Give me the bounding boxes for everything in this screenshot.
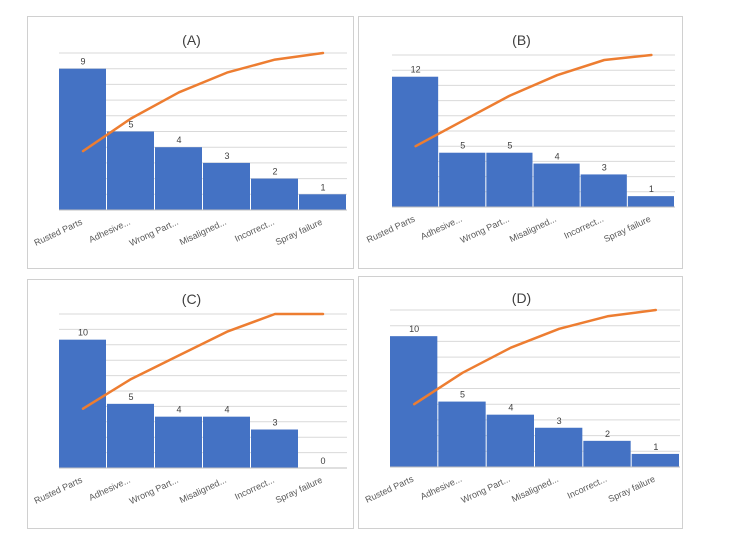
category-label-a-6: Spray failure [274, 217, 324, 247]
cumulative-line-a [81, 51, 325, 153]
chart-a: (A) 9 Rusted Parts 5 Adhesive... 4 Wrong Part.… [32, 32, 347, 248]
category-label-c-3: Wrong Part... [128, 475, 180, 506]
category-label-b-4: Misaligned... [508, 214, 558, 244]
category-label-c-2: Adhesive... [87, 475, 132, 503]
bar-a-3 [155, 147, 202, 210]
data-label-b-1: 12 [411, 65, 421, 75]
chart-panel-c: (C) 10 Rusted Parts 5 Adhesive... 4 Wrong Part… [27, 279, 354, 529]
bar-d-3 [486, 414, 534, 467]
category-label-b-6: Spray failure [602, 214, 652, 244]
data-label-c-2: 5 [128, 392, 133, 402]
cumulative-line-d [412, 308, 658, 406]
bar-c-4 [203, 416, 250, 468]
cumulative-line-c [81, 312, 325, 410]
bar-d-4 [535, 427, 583, 467]
data-label-b-6: 1 [649, 184, 654, 194]
bar-d-6 [631, 453, 679, 467]
data-label-b-4: 4 [555, 152, 560, 162]
category-label-d-3: Wrong Part... [460, 474, 512, 505]
data-label-c-4: 4 [224, 405, 229, 415]
category-label-a-3: Wrong Part... [128, 217, 180, 248]
category-label-d-2: Adhesive... [419, 474, 464, 502]
category-label-d-1: Rusted Parts [364, 474, 416, 505]
chart-title-c: (C) [182, 291, 201, 307]
data-label-b-2: 5 [460, 141, 465, 151]
bar-a-4 [203, 162, 250, 210]
chart-panel-a: (A) 9 Rusted Parts 5 Adhesive... 4 Wrong Part.… [27, 16, 354, 269]
category-label-b-2: Adhesive... [419, 214, 464, 242]
category-label-b-5: Incorrect... [562, 214, 605, 241]
category-label-d-5: Incorrect... [566, 474, 609, 501]
category-label-d-4: Misaligned... [510, 474, 560, 504]
chart-title-a: (A) [182, 32, 201, 48]
bar-b-4 [533, 163, 580, 207]
bar-d-5 [583, 440, 631, 467]
data-label-d-3: 4 [508, 403, 513, 413]
data-label-a-1: 9 [80, 57, 85, 67]
bar-b-6 [627, 196, 674, 207]
bar-a-6 [299, 194, 346, 210]
data-label-b-3: 5 [507, 141, 512, 151]
data-label-d-1: 10 [409, 324, 419, 334]
bar-c-1 [59, 339, 106, 468]
data-label-d-4: 3 [557, 416, 562, 426]
category-label-c-1: Rusted Parts [32, 475, 84, 506]
data-label-c-5: 3 [272, 418, 277, 428]
data-label-c-1: 10 [78, 328, 88, 338]
data-label-a-6: 1 [320, 182, 325, 192]
data-label-a-3: 4 [176, 135, 181, 145]
chart-d: (D) 10 Rusted Parts 5 Adhesive... 4 Wrong Part… [364, 290, 680, 505]
category-label-b-3: Wrong Part... [459, 214, 511, 245]
bar-b-3 [486, 152, 533, 207]
chart-title-b: (B) [512, 32, 531, 48]
chart-c: (C) 10 Rusted Parts 5 Adhesive... 4 Wrong Part… [32, 291, 347, 506]
bar-b-2 [439, 152, 486, 207]
data-label-d-6: 1 [653, 442, 658, 452]
bar-c-5 [251, 429, 298, 468]
cumulative-line-b [414, 53, 653, 148]
bar-d-2 [438, 401, 486, 467]
chart-panel-b: (B) 12 Rusted Parts 5 Adhesive... 5 Wrong Part… [358, 16, 683, 269]
chart-panel-d: (D) 10 Rusted Parts 5 Adhesive... 4 Wrong Part… [358, 276, 683, 529]
bar-a-5 [251, 178, 298, 210]
bar-c-2 [107, 403, 154, 468]
bar-c-3 [155, 416, 202, 468]
data-label-a-2: 5 [128, 120, 133, 130]
category-label-a-1: Rusted Parts [32, 217, 84, 248]
data-label-c-3: 4 [176, 405, 181, 415]
data-label-d-5: 2 [605, 429, 610, 439]
category-label-b-1: Rusted Parts [365, 214, 417, 245]
bar-b-5 [580, 174, 627, 207]
chart-title-d: (D) [512, 290, 531, 306]
category-label-a-2: Adhesive... [87, 217, 132, 245]
category-label-c-5: Incorrect... [233, 475, 276, 502]
data-label-b-5: 3 [602, 162, 607, 172]
category-label-c-4: Misaligned... [178, 475, 228, 505]
category-label-c-6: Spray failure [274, 475, 324, 505]
data-label-a-5: 2 [272, 167, 277, 177]
bar-b-1 [392, 76, 439, 207]
chart-b: (B) 12 Rusted Parts 5 Adhesive... 5 Wrong Part… [365, 32, 675, 245]
data-label-a-4: 3 [224, 151, 229, 161]
category-label-a-5: Incorrect... [233, 217, 276, 244]
data-label-c-6: 0 [320, 456, 325, 466]
category-label-d-6: Spray failure [607, 474, 657, 504]
data-label-d-2: 5 [460, 390, 465, 400]
bar-d-1 [390, 336, 438, 467]
category-label-a-4: Misaligned... [178, 217, 228, 247]
bar-a-2 [107, 131, 154, 210]
